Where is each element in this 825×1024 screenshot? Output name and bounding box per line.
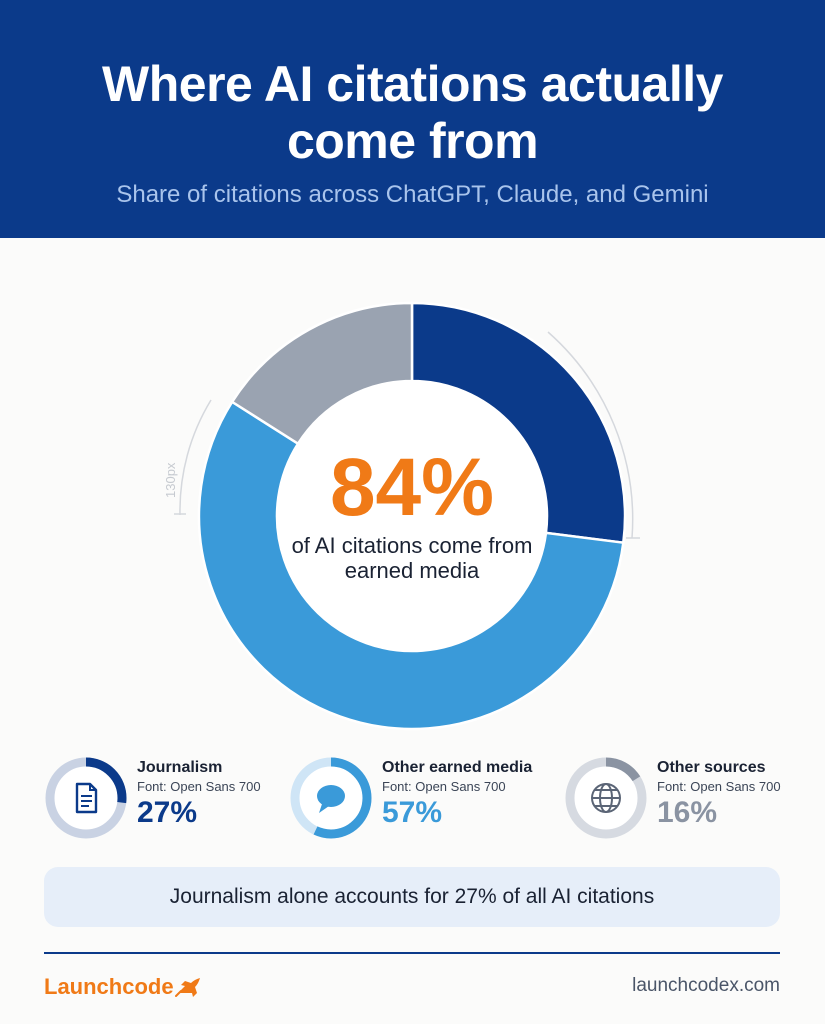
stat-label: Journalism: [137, 759, 223, 776]
donut-slice-other-earned-media: [197, 400, 625, 731]
title-line-1: Where AI citations actually: [102, 56, 723, 112]
stat-value: 27%: [137, 796, 198, 829]
center-caption: of AI citations come from earned media: [291, 533, 533, 583]
brand-name: Launchcode: [44, 974, 174, 999]
stat-journalism: Journalism Font: Open Sans 700 27%: [44, 752, 299, 842]
stat-label: Other sources: [657, 759, 766, 776]
dimension-arc-left: [179, 399, 212, 516]
donut-chart: 130px: [163, 301, 640, 731]
donut-slices: [197, 301, 627, 731]
website-link[interactable]: launchcodex.com: [632, 975, 780, 996]
stat-ring-journalism: [44, 756, 128, 840]
donut-slice-other-sources: [230, 301, 414, 446]
dimension-guides: 130px: [163, 331, 640, 539]
ring-progress: [45, 757, 127, 839]
stat-font-note: Font: Open Sans 700: [137, 779, 261, 794]
center-percentage: 84%: [329, 442, 495, 533]
stat-other-sources: Other sources Font: Open Sans 700 16%: [564, 752, 819, 842]
stat-ring-other-earned-media: [289, 756, 373, 840]
footer-divider: [44, 952, 780, 954]
page-subtitle: Share of citations across ChatGPT, Claud…: [116, 181, 709, 208]
document-icon: [68, 780, 104, 816]
page-title: Where AI citations actually come from: [0, 56, 825, 170]
brand-logo: Launchcode: [44, 974, 201, 1000]
stat-other-earned-media: Other earned media Font: Open Sans 700 5…: [289, 752, 544, 842]
stat-value: 57%: [382, 796, 443, 829]
callout-box: Journalism alone accounts for 27% of all…: [44, 867, 780, 927]
dimension-arc-right: [547, 331, 634, 539]
stat-value: 16%: [657, 796, 718, 829]
ring-progress: [290, 757, 372, 839]
globe-icon: [588, 780, 624, 816]
stat-font-note: Font: Open Sans 700: [657, 779, 781, 794]
stat-font-note: Font: Open Sans 700: [382, 779, 506, 794]
speech-bubble-icon: [313, 780, 349, 816]
ring-progress: [565, 757, 647, 839]
donut-slice-journalism: [410, 301, 627, 545]
header-banner: Where AI citations actually come from Sh…: [0, 0, 825, 238]
donut-center: [278, 382, 546, 650]
title-line-2: come from: [286, 113, 539, 169]
dimension-label: 130px: [163, 462, 178, 498]
rocket-icon: [174, 978, 200, 997]
stat-label: Other earned media: [382, 759, 533, 776]
